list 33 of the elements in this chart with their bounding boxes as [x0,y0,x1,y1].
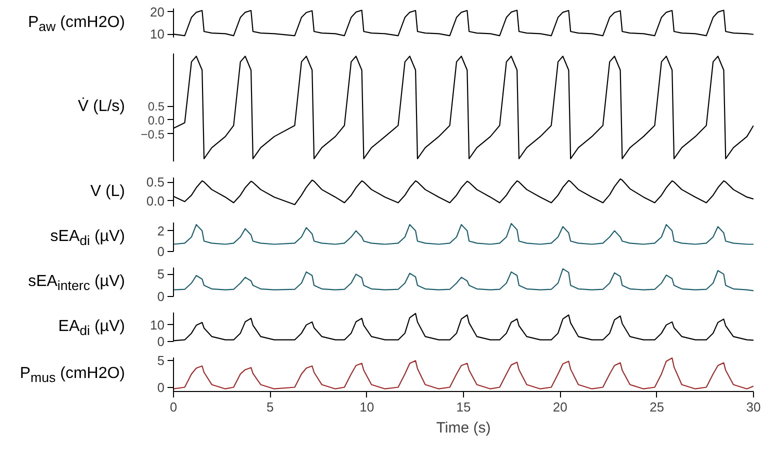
y-tick-label: 0.5 [146,174,165,190]
y-tick-label: 0 [157,244,165,259]
y-axis-title: P$_{aw}$ (cmH2O) [28,13,125,36]
y-tick-label: 0.0 [148,113,165,128]
x-tick-label: 20 [552,400,568,414]
y-tick-label: 0 [157,380,165,395]
y-tick-label: 10 [150,317,165,332]
y-tick-label: 20 [150,4,165,20]
x-tick-label: 5 [266,400,274,414]
y-tick-label: 0.5 [148,100,165,114]
y-tick-label: −0.5 [140,127,165,142]
line-series [174,222,754,245]
x-tick-label: 30 [746,400,761,414]
x-axis-title: Time (s) [436,420,491,436]
y-tick-label: 5 [157,266,165,282]
x-tick-label: 15 [456,400,471,414]
line-series [174,268,754,292]
y-tick-label: 0 [157,289,165,304]
x-tick-label: 0 [170,400,178,414]
y-tick-label: 10 [150,26,165,42]
y-tick-label: 5 [157,353,165,368]
y-axis-title: EA$_{di}$ (µV) [58,317,125,340]
y-tick-label: 2 [157,223,165,238]
x-tick-label: 25 [650,400,664,414]
y-axis-title: sEA$_{di}$ (µV) [50,227,125,250]
y-axis-title: P$_{mus}$ (cmH2O) [20,364,125,388]
x-tick-label: 10 [360,400,374,414]
y-tick-label: 0.0 [146,193,165,208]
line-series [174,358,754,390]
y-axis-title: V (L) [90,182,125,202]
y-axis-title: sEA$_{interc}$ (µV) [28,272,125,296]
y-axis-title: V̇ (L/s) [78,96,125,117]
y-tick-label: 0 [157,334,165,349]
